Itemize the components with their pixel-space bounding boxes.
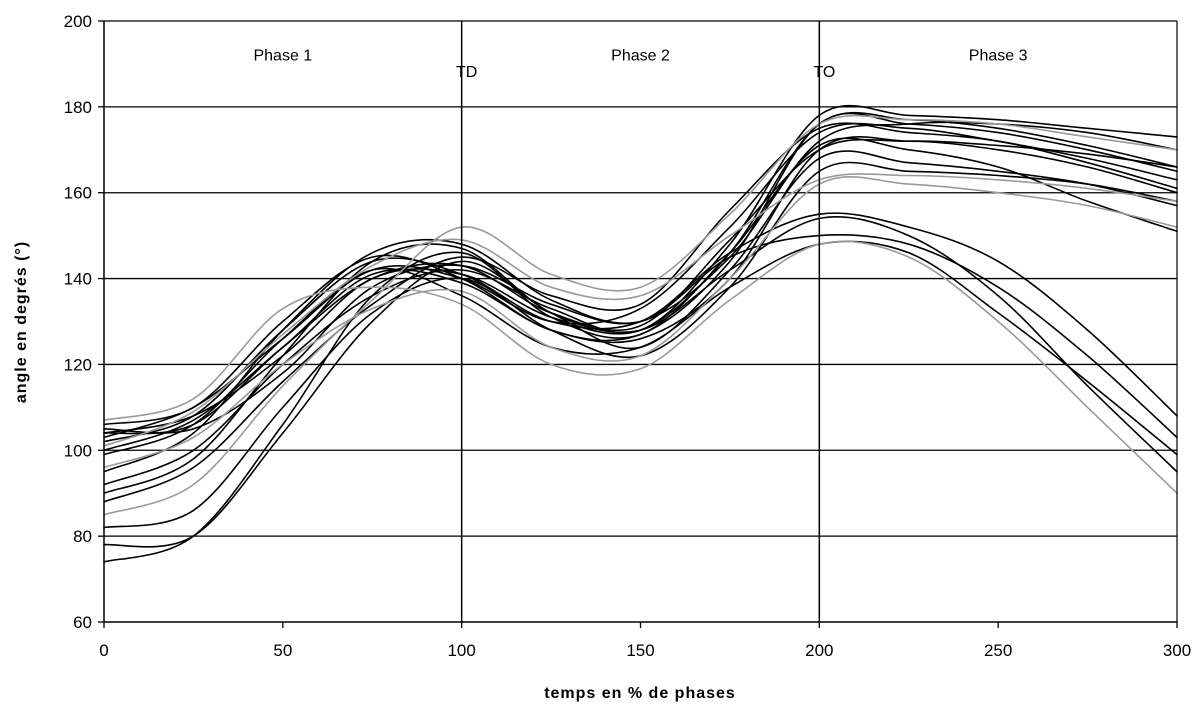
gridlines (104, 20, 1177, 537)
phase-label-1: Phase 1 (253, 47, 312, 64)
tick-labels: 60 80 100 120 140 160 180 200 0 50 100 150 200 250 300 (64, 12, 1192, 660)
series-line-6 (103, 122, 1178, 503)
marker-label-to: TO (813, 64, 835, 81)
phase-label-2: Phase 2 (611, 47, 670, 64)
y-tick-label-120: 120 (64, 355, 92, 374)
series-line-7 (103, 161, 1178, 529)
series-line-14 (103, 112, 1178, 426)
phase-annotations: Phase 1 Phase 2 Phase 3 (253, 47, 1027, 64)
y-tick-label-100: 100 (64, 441, 92, 460)
series-line-16 (103, 240, 1178, 494)
y-tick-label-140: 140 (64, 270, 92, 289)
y-tick-label-200: 200 (64, 12, 92, 31)
x-tick-label-150: 150 (626, 641, 654, 660)
x-tick-label-300: 300 (1163, 641, 1191, 660)
series-line-15 (103, 138, 1178, 435)
series-line-12 (103, 240, 1178, 456)
y-axis-title: angle en degrés (°) (13, 241, 30, 403)
series-line-19 (103, 114, 1178, 516)
series-line-11 (103, 216, 1178, 494)
series-line-3 (103, 121, 1178, 434)
phase-label-3: Phase 3 (969, 47, 1028, 64)
series-line-18 (103, 176, 1178, 469)
x-tick-label-250: 250 (984, 641, 1012, 660)
series-line-13 (103, 212, 1178, 443)
y-tick-label-80: 80 (73, 527, 92, 546)
x-axis-title: temps en % de phases (544, 685, 736, 702)
series-line-4 (103, 135, 1178, 452)
marker-label-td: TD (456, 64, 477, 81)
series-line-2 (103, 122, 1178, 439)
y-tick-label-160: 160 (64, 184, 92, 203)
x-tick-label-200: 200 (805, 641, 833, 660)
x-tick-label-100: 100 (447, 641, 475, 660)
y-tick-label-60: 60 (73, 613, 92, 632)
series-lines (103, 104, 1178, 563)
vertical-markers: TD TO (456, 21, 835, 622)
x-tick-label-50: 50 (273, 641, 292, 660)
axes (98, 20, 1178, 628)
x-tick-label-0: 0 (99, 641, 108, 660)
y-tick-label-180: 180 (64, 98, 92, 117)
series-line-17 (103, 173, 1178, 447)
